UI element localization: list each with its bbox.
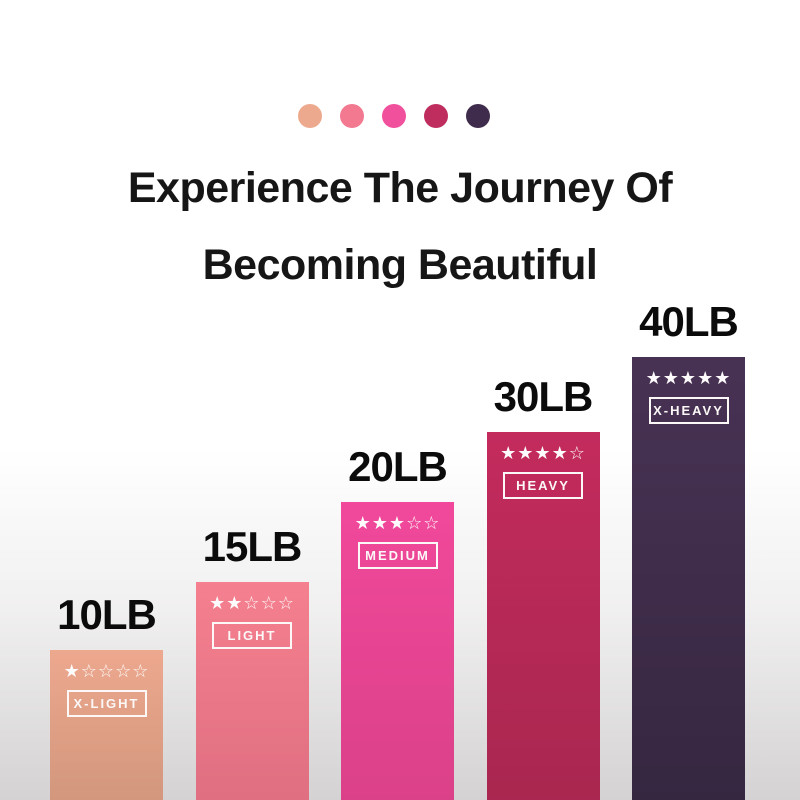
dot-medium-icon	[382, 104, 406, 128]
dot-light-icon	[340, 104, 364, 128]
page-title: Experience The Journey Of Becoming Beaut…	[0, 150, 800, 304]
dot-x-heavy-icon	[466, 104, 490, 128]
page-title-line2: Becoming Beautiful	[202, 241, 598, 289]
level-badge: X-LIGHT	[66, 690, 147, 717]
dot-heavy-icon	[424, 104, 448, 128]
bar-weight-label: 30LB	[493, 373, 594, 420]
bar-weight-label: 10LB	[57, 591, 157, 638]
star-rating: ★★★★☆	[500, 443, 586, 464]
bar-column: 20LB ★★★☆☆ MEDIUM	[341, 446, 454, 800]
bar-weight-label: 20LB	[348, 443, 448, 490]
bar: ★★★★★ X-HEAVY	[632, 357, 745, 800]
dot-x-light-icon	[298, 104, 322, 128]
bar: ★★☆☆☆ LIGHT	[195, 582, 309, 800]
level-badge: X-HEAVY	[648, 397, 729, 424]
bar-column: 40LB ★★★★★ X-HEAVY	[632, 301, 745, 800]
bar-column: 15LB ★★☆☆☆ LIGHT	[195, 523, 309, 800]
bar: ★★★★☆ HEAVY	[486, 432, 600, 800]
bar-column: 30LB ★★★★☆ HEAVY	[486, 373, 600, 800]
bar-weight-label: 40LB	[639, 298, 739, 345]
star-rating: ★☆☆☆☆	[63, 661, 150, 682]
palette-dot-row	[298, 104, 490, 128]
star-rating: ★★★★★	[645, 368, 732, 389]
bar-weight-label: 15LB	[202, 523, 303, 570]
level-badge: MEDIUM	[357, 542, 438, 569]
level-badge: HEAVY	[503, 472, 583, 499]
bar-column: 10LB ★☆☆☆☆ X-LIGHT	[50, 594, 163, 800]
bar: ★★★☆☆ MEDIUM	[341, 502, 454, 800]
star-rating: ★★☆☆☆	[209, 593, 295, 614]
level-badge: LIGHT	[212, 622, 292, 649]
page-title-line1: Experience The Journey Of	[127, 164, 673, 212]
star-rating: ★★★☆☆	[354, 513, 441, 534]
bar: ★☆☆☆☆ X-LIGHT	[50, 650, 163, 800]
